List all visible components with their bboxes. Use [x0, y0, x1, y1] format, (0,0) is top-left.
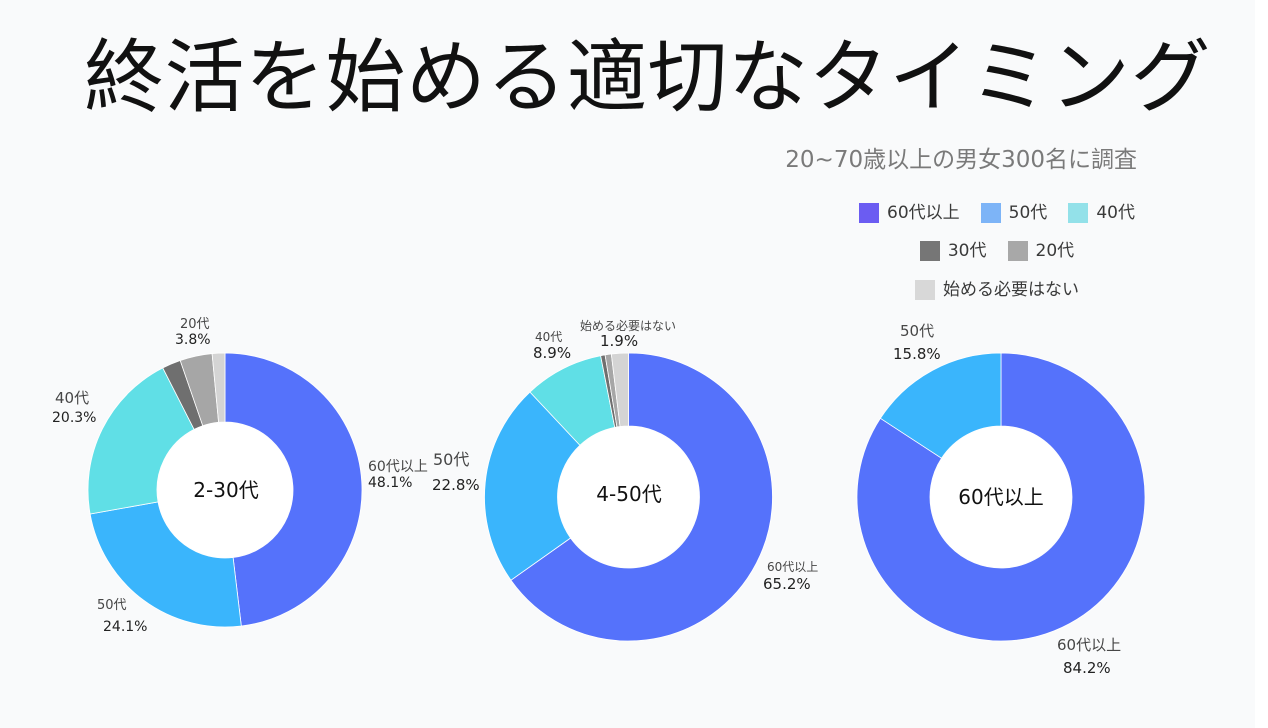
- donut-1-center-label: 2-30代: [193, 478, 259, 502]
- donut-3-slice-50s: [879, 352, 1002, 459]
- donut-1-label-name: 40代: [55, 389, 90, 407]
- donut-1-label-value: 48.1%: [368, 475, 413, 491]
- donut-3-label-value: 84.2%: [1063, 659, 1111, 677]
- donut-2-slice-60s-and-over: [510, 352, 773, 642]
- donut-1-label-name: 60代以上: [368, 459, 428, 475]
- donut-2-slice-50s: [484, 391, 581, 581]
- donut-2-label-value: 65.2%: [763, 575, 811, 593]
- donut-3-hole: [930, 426, 1072, 568]
- donut-3-slice-60s-and-over: [856, 352, 1146, 642]
- donut-1-label-name: 50代: [97, 598, 127, 613]
- donut-2-label-name: 50代: [433, 450, 470, 469]
- donut-3-label-name: 60代以上: [1057, 636, 1122, 654]
- donut-2-center-label: 4-50代: [596, 482, 662, 506]
- page-title: 終活を始める適切なタイミング: [84, 31, 1211, 124]
- donut-2-slice-no-need-to-start: [610, 352, 629, 427]
- donut-1: [87, 352, 363, 628]
- donut-3-label-name: 50代: [900, 322, 935, 340]
- donut-1-label-value: 20.3%: [52, 410, 97, 426]
- donut-1-slice-40s: [87, 367, 195, 515]
- donut-1-slice-no-need-to-start: [211, 352, 226, 423]
- donut-2-label-value: 22.8%: [432, 476, 480, 494]
- donut-1-hole: [157, 422, 293, 558]
- donut-2-label-value: 1.9%: [600, 332, 639, 350]
- donut-1-slice-60s-and-over: [224, 352, 363, 627]
- donut-2-label-name: 40代: [535, 330, 563, 344]
- donut-2-label-name: 始める必要はない: [580, 319, 677, 333]
- donut-1-label-name: 20代: [180, 317, 210, 332]
- donut-3-label-value: 15.8%: [893, 345, 941, 363]
- donut-2: [484, 352, 773, 642]
- survey-subtitle: 20~70歳以上の男女300名に調査: [785, 147, 1137, 173]
- donut-1-label-value: 24.1%: [103, 619, 148, 635]
- donut-2-label-name: 60代以上: [767, 560, 819, 574]
- donut-2-label-value: 8.9%: [533, 344, 572, 362]
- donut-2-hole: [558, 426, 699, 568]
- donut-1-slice-50s: [89, 501, 242, 628]
- donut-1-label-value: 3.8%: [175, 332, 211, 348]
- donut-3: [856, 352, 1146, 642]
- donut-3-center-label: 60代以上: [958, 485, 1044, 509]
